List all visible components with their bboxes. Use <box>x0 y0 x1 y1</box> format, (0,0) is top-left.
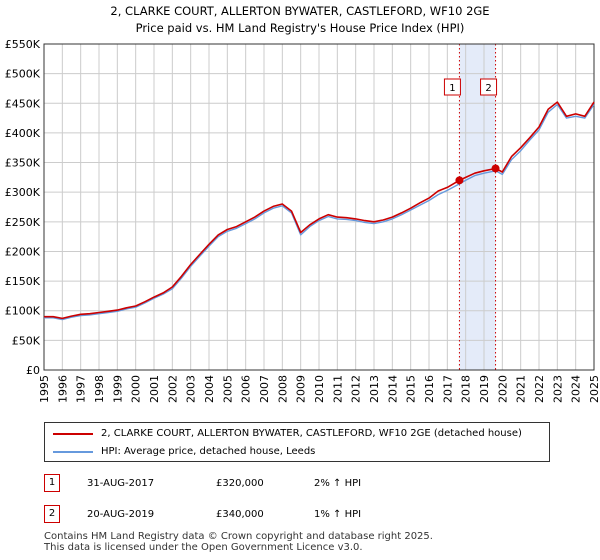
x-tick-label: 2021 <box>515 375 528 403</box>
sale-price: £340,000 <box>216 509 264 520</box>
x-tick-label: 2025 <box>588 375 600 403</box>
plot-frame <box>43 43 595 371</box>
x-tick-label: 2012 <box>350 375 363 403</box>
chart-sale-marker-box <box>443 78 461 96</box>
sale-date: 31-AUG-2017 <box>87 478 155 489</box>
y-tick-label: £500K <box>5 68 41 81</box>
x-tick-label: 1997 <box>75 375 88 403</box>
y-tick-label: £450K <box>5 97 41 110</box>
chart-subtitle: Price paid vs. HM Land Registry's House … <box>136 21 465 35</box>
legend: 2, CLARKE COURT, ALLERTON BYWATER, CASTL… <box>44 422 550 462</box>
x-tick-label: 1998 <box>93 375 106 403</box>
x-tick-label: 2011 <box>331 375 344 403</box>
x-tick-label: 1996 <box>56 375 69 403</box>
x-tick-label: 2007 <box>258 375 271 403</box>
x-tick-label: 2024 <box>570 375 583 403</box>
y-tick-label: £550K <box>5 38 41 51</box>
footer-licence: This data is licensed under the Open Gov… <box>44 542 363 553</box>
y-tick-label: £50K <box>12 334 41 347</box>
x-tick-label: 2010 <box>313 375 326 403</box>
sale-hpi-change: 2% ↑ HPI <box>314 478 362 489</box>
y-tick-label: £400K <box>5 127 41 140</box>
x-tick-label: 1999 <box>111 375 124 403</box>
x-tick-label: 2014 <box>386 375 399 403</box>
legend-label-property: 2, CLARKE COURT, ALLERTON BYWATER, CASTL… <box>101 428 522 439</box>
x-tick-label: 2016 <box>423 375 436 403</box>
y-tick-label: £150K <box>5 275 41 288</box>
legend-swatch-hpi <box>53 451 93 453</box>
x-tick-label: 2020 <box>496 375 509 403</box>
x-tick-label: 2005 <box>221 375 234 403</box>
sale-price: £320,000 <box>216 478 264 489</box>
x-tick-label: 1995 <box>38 375 51 403</box>
x-tick-label: 2008 <box>276 375 289 403</box>
x-tick-label: 2015 <box>405 375 418 403</box>
x-tick-label: 2004 <box>203 375 216 403</box>
y-tick-label: £300K <box>5 186 41 199</box>
y-tick-label: £250K <box>5 216 41 229</box>
x-tick-label: 2002 <box>166 375 179 403</box>
x-tick-label: 2000 <box>130 375 143 403</box>
footer: Contains HM Land Registry data © Crown c… <box>44 531 433 553</box>
y-tick-label: £0 <box>26 364 40 377</box>
sale-marker: 2 <box>44 505 60 523</box>
sale-marker: 1 <box>44 474 60 492</box>
legend-label-hpi: HPI: Average price, detached house, Leed… <box>101 446 316 457</box>
x-tick-label: 2001 <box>148 375 161 403</box>
sale-point <box>491 164 500 173</box>
chart-sale-marker-box <box>480 78 498 96</box>
property-price-line <box>44 101 595 320</box>
y-tick-label: £100K <box>5 305 41 318</box>
chart-title: 2, CLARKE COURT, ALLERTON BYWATER, CASTL… <box>110 4 489 18</box>
footer-copyright: Contains HM Land Registry data © Crown c… <box>44 531 433 542</box>
chart-sale-marker-label: 2 <box>485 83 491 94</box>
x-tick-label: 2019 <box>478 375 491 403</box>
hpi-line <box>44 103 595 321</box>
sale-date: 20-AUG-2019 <box>87 509 155 520</box>
x-tick-label: 2017 <box>441 375 454 403</box>
chart-sale-marker-label: 1 <box>449 83 455 94</box>
x-tick-label: 2006 <box>240 375 253 403</box>
x-tick-label: 2009 <box>295 375 308 403</box>
x-tick-label: 2022 <box>533 375 546 403</box>
sale-point <box>455 176 464 185</box>
x-tick-label: 2023 <box>551 375 564 403</box>
x-tick-label: 2003 <box>185 375 198 403</box>
legend-swatch-property <box>53 433 93 435</box>
y-tick-label: £350K <box>5 157 41 170</box>
x-tick-label: 2013 <box>368 375 381 403</box>
y-tick-label: £200K <box>5 245 41 258</box>
x-tick-label: 2018 <box>460 375 473 403</box>
sale-hpi-change: 1% ↑ HPI <box>314 509 362 520</box>
